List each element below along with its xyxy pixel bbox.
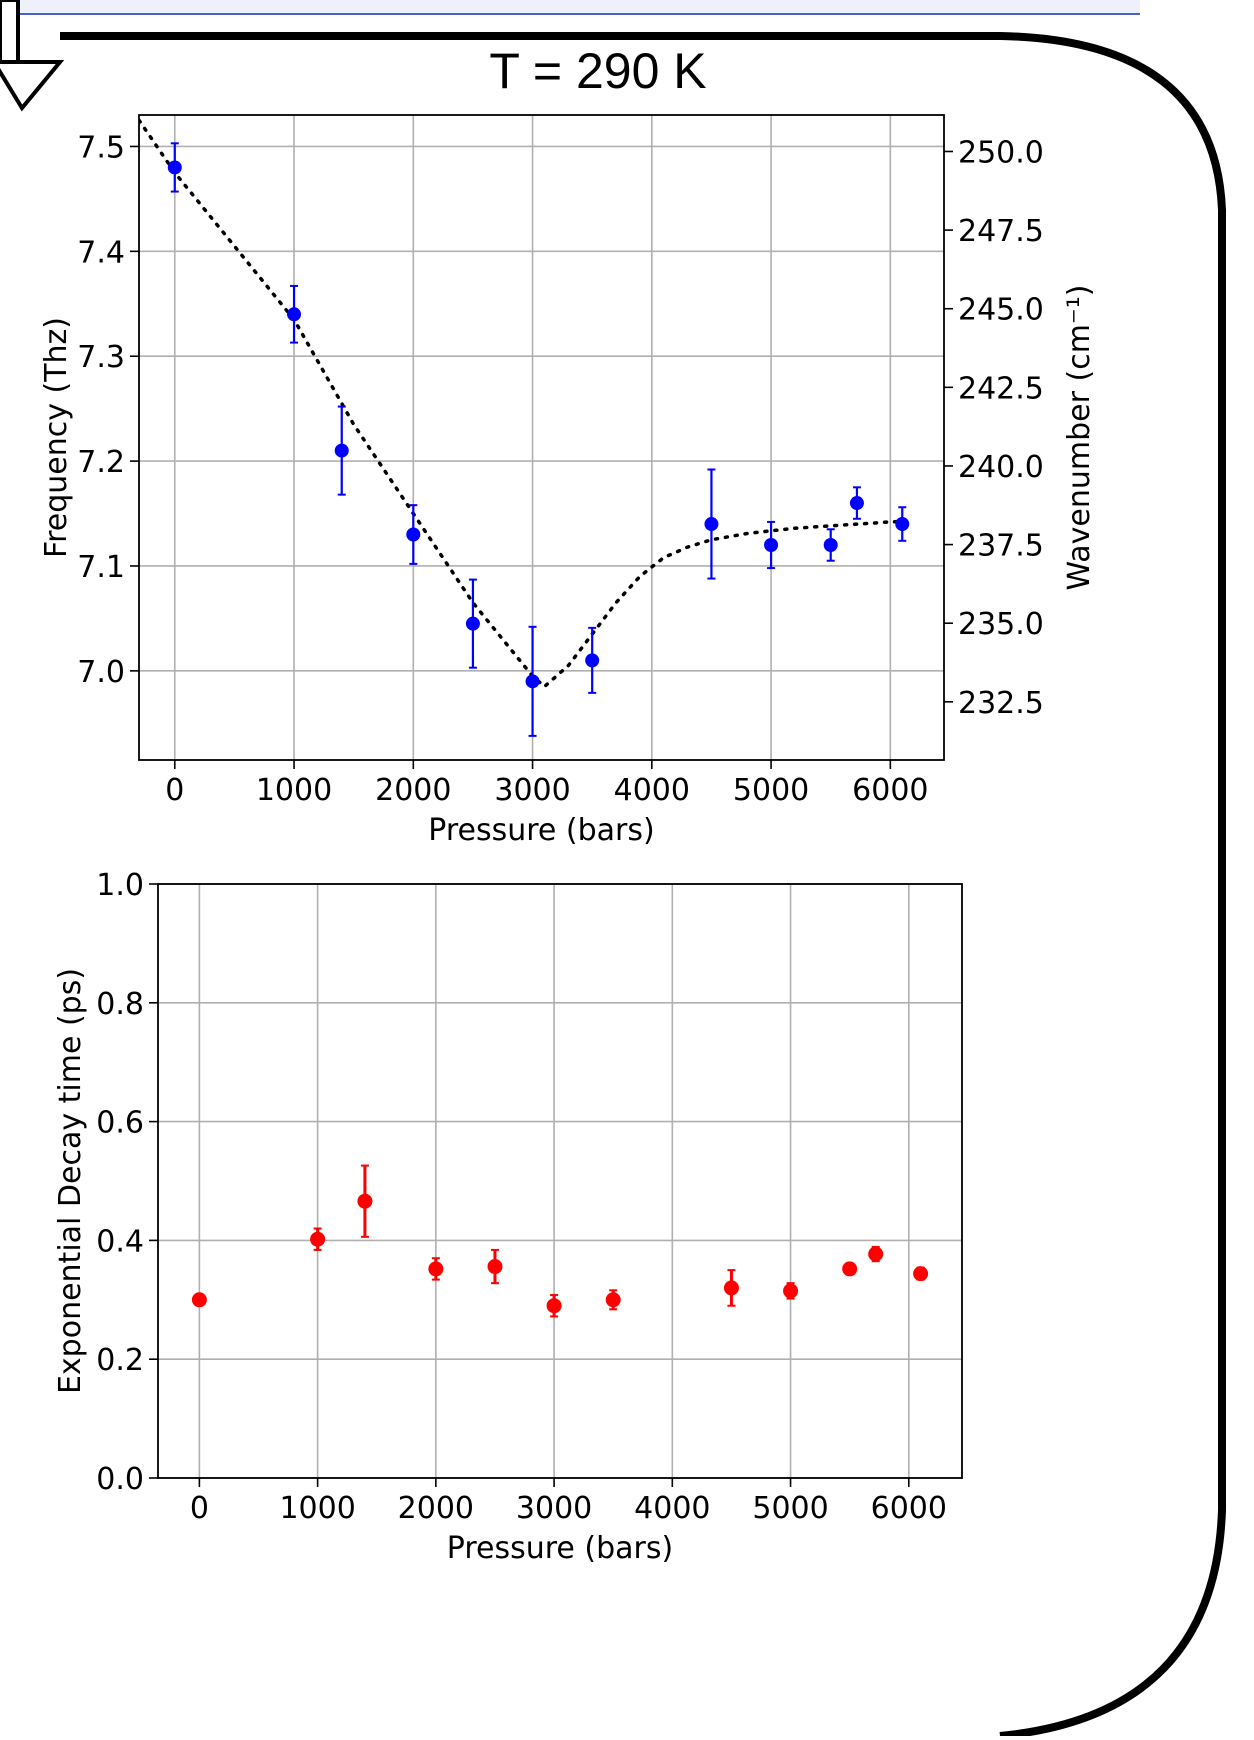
data-point	[310, 1231, 326, 1247]
x-tick-label: 5000	[752, 1491, 828, 1526]
decay-time-chart: 0 1000 2000 3000 4000 5000 6000 0.0 0.2 0.4 0.6 0.8…	[53, 868, 963, 1566]
data-point	[428, 1261, 444, 1277]
data-point	[723, 1280, 739, 1296]
y-tick-label: 1.0	[96, 868, 144, 903]
x-tick-label: 4000	[614, 773, 690, 808]
y-axis-label: Exponential Decay time (ps)	[53, 968, 88, 1394]
frequency-chart: 0 1000 2000 3000 4000 5000 6000 7.0 7.1 7.2 7.3 7.4…	[39, 114, 1097, 848]
data-point	[191, 1292, 207, 1308]
y-tick-label: 0.8	[96, 987, 144, 1022]
y-right-axis-label: Wavenumber (cm⁻¹)	[1062, 285, 1097, 591]
data-point	[406, 527, 421, 542]
y-axis-label: Frequency (Thz)	[39, 317, 74, 558]
x-axis-label: Pressure (bars)	[428, 813, 654, 848]
data-point	[764, 538, 779, 552]
data-point	[849, 496, 864, 511]
data-point	[605, 1292, 621, 1308]
y-tick-label: 7.3	[77, 340, 125, 375]
y-right-tick-label: 242.5	[958, 371, 1044, 406]
data-point	[842, 1261, 858, 1277]
y-tick-label: 0.2	[96, 1343, 144, 1378]
x-tick-label: 4000	[634, 1491, 710, 1526]
y-right-tick-label: 235.0	[958, 607, 1044, 642]
x-tick-label: 1000	[279, 1491, 355, 1526]
x-tick-label: 1000	[256, 773, 332, 808]
data-point	[487, 1259, 503, 1275]
y-tick-label: 0.4	[96, 1224, 144, 1259]
data-point	[334, 443, 349, 458]
data-point	[868, 1246, 884, 1262]
data-point	[525, 674, 540, 689]
x-tick-label: 2000	[398, 1491, 474, 1526]
data-point	[704, 517, 719, 532]
y-tick-label: 7.5	[77, 130, 125, 165]
data-point	[167, 160, 182, 175]
x-axis-label: Pressure (bars)	[447, 1531, 673, 1566]
x-tick-label: 3000	[494, 773, 570, 808]
y-right-tick-label: 240.0	[958, 450, 1044, 485]
down-arrow-icon	[0, 0, 65, 112]
y-right-tick-label: 245.0	[958, 293, 1044, 328]
x-tick-label: 6000	[871, 1491, 947, 1526]
x-tick-label: 5000	[733, 773, 809, 808]
fit-curve	[139, 118, 916, 689]
y-right-tick-label: 250.0	[958, 135, 1044, 170]
y-tick-label: 7.1	[77, 550, 125, 585]
y-tick-label: 0.0	[96, 1462, 144, 1497]
x-tick-label: 6000	[852, 773, 928, 808]
data-point	[895, 517, 910, 532]
axes-frame	[157, 883, 963, 1479]
data-point	[783, 1283, 799, 1299]
data-point	[287, 307, 302, 322]
data-point	[585, 653, 600, 668]
top-strip	[0, 0, 1140, 14]
y-tick-label: 7.2	[77, 445, 125, 480]
data-point	[913, 1266, 929, 1282]
data-point	[357, 1193, 373, 1209]
y-tick-label: 7.4	[77, 235, 125, 270]
x-tick-label: 3000	[516, 1491, 592, 1526]
axes-frame	[138, 114, 945, 761]
y-right-tick-label: 232.5	[958, 686, 1044, 721]
figure-title: T = 290 K	[489, 43, 706, 99]
x-tick-label: 0	[165, 773, 184, 808]
y-tick-label: 0.6	[96, 1106, 144, 1141]
x-tick-label: 0	[190, 1491, 209, 1526]
y-tick-label: 7.0	[77, 655, 125, 690]
data-point	[465, 616, 480, 631]
data-point	[823, 538, 838, 552]
data-point	[546, 1298, 562, 1314]
y-right-tick-label: 237.5	[958, 529, 1044, 564]
y-right-tick-label: 247.5	[958, 214, 1044, 249]
rounded-frame	[60, 32, 1226, 1740]
x-tick-label: 2000	[375, 773, 451, 808]
